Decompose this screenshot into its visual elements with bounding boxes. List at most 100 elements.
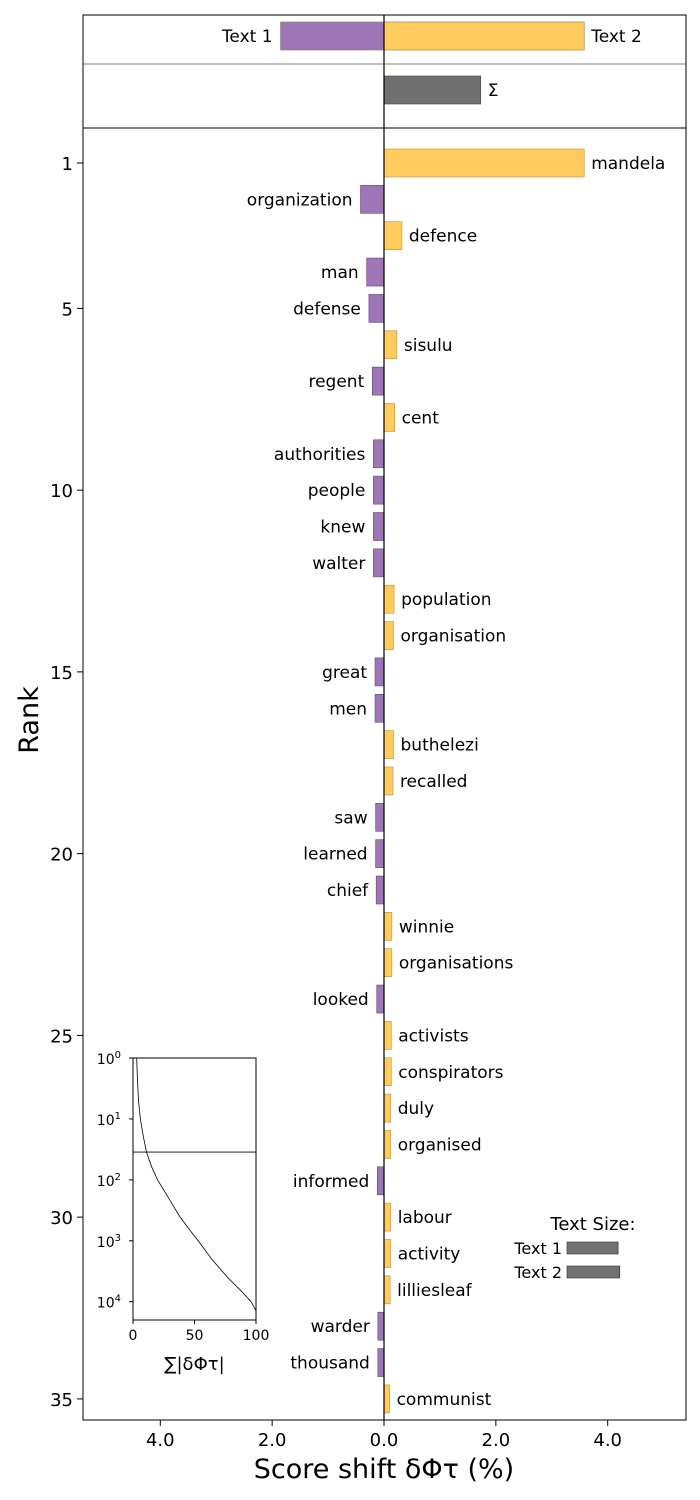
word-bar-activity: [383, 1239, 392, 1268]
word-bar-learned: [375, 839, 385, 868]
word-label-cent: cent: [402, 408, 440, 428]
word-label-winnie: winnie: [399, 917, 454, 937]
text-size-legend: Text Size: Text 1 Text 2: [513, 1214, 635, 1282]
summary-label-total: Σ: [488, 81, 499, 101]
word-label-regent: regent: [308, 372, 364, 392]
summary-panel: Text 1 Text 2 Σ: [82, 14, 687, 129]
word-bar-walter: [373, 548, 385, 578]
x-tick-label-2: 0.0: [370, 1430, 399, 1451]
summary-bar-text-2: [383, 21, 585, 51]
word-bar-thousand: [377, 1348, 385, 1377]
word-bar-great: [374, 657, 385, 687]
word-bar-knew: [373, 512, 385, 541]
word-label-labour: labour: [398, 1208, 452, 1228]
word-label-communist: communist: [397, 1390, 492, 1410]
word-label-activity: activity: [398, 1245, 461, 1265]
y-tick-label-10: 10: [50, 481, 73, 502]
legend-bar-1: [566, 1241, 619, 1255]
word-bar-mandela: [383, 148, 585, 178]
word-label-looked: looked: [313, 990, 369, 1010]
main-panel: mandela organization defence man defense sisu…: [50, 127, 687, 1451]
y-tick-label-30: 30: [50, 1208, 73, 1229]
word-bar-labour: [383, 1202, 392, 1232]
word-label-chief: chief: [327, 881, 369, 901]
y-axis-label: Rank: [14, 686, 45, 754]
word-bar-duly: [383, 1093, 392, 1123]
summary-bar-text-1: [280, 21, 385, 51]
word-label-organization: organization: [247, 190, 353, 210]
word-label-thousand: thousand: [290, 1354, 369, 1374]
summary-bar-total: [383, 75, 482, 105]
word-label-informed: informed: [293, 1172, 369, 1192]
word-bar-chief: [375, 875, 385, 905]
inset-x-tick-label-50: 50: [186, 1328, 204, 1344]
inset-y-tick-label-2: 102: [97, 1172, 121, 1190]
word-label-knew: knew: [320, 518, 365, 538]
word-label-organisations: organisations: [399, 954, 514, 974]
legend-label-1: Text 1: [513, 1239, 562, 1258]
x-axis-label: Score shift δΦτ (%): [254, 1454, 514, 1485]
y-tick-label-15: 15: [50, 663, 73, 684]
word-label-organised: organised: [398, 1135, 482, 1155]
inset-curve: [136, 1057, 257, 1311]
y-tick-label-35: 35: [50, 1390, 73, 1411]
word-bar-looked: [376, 984, 385, 1014]
inset-x-tick-label-0: 0: [129, 1328, 138, 1344]
word-label-recalled: recalled: [400, 772, 468, 792]
word-bar-men: [374, 693, 385, 723]
legend-label-2: Text 2: [513, 1263, 562, 1282]
inset-y-tick-label-0: 100: [97, 1050, 121, 1068]
word-label-sisulu: sisulu: [404, 336, 453, 356]
word-bar-defence: [383, 221, 403, 250]
word-label-activists: activists: [398, 1026, 468, 1046]
word-label-saw: saw: [334, 808, 367, 828]
word-bar-people: [373, 475, 385, 505]
word-label-man: man: [321, 263, 359, 283]
x-tick-label-0: 4.0: [146, 1430, 175, 1451]
word-label-duly: duly: [398, 1099, 434, 1119]
word-bar-conspirators: [383, 1057, 392, 1087]
word-label-men: men: [329, 699, 367, 719]
word-label-great: great: [322, 663, 367, 683]
word-bar-regent: [371, 366, 385, 396]
word-bar-communist: [383, 1384, 390, 1414]
word-label-mandela: mandela: [591, 154, 665, 174]
word-label-defense: defense: [293, 299, 361, 319]
word-label-defence: defence: [409, 227, 477, 247]
y-tick-label-5: 5: [62, 299, 73, 320]
cumulative-inset: 0 50 100 100 101 102 103 104 ∑|δΦτ|: [97, 1050, 270, 1375]
word-label-buthelezi: buthelezi: [401, 736, 479, 756]
word-label-authorities: authorities: [274, 445, 366, 465]
legend-title: Text Size:: [549, 1214, 635, 1235]
word-bar-organization: [360, 185, 385, 214]
word-bar-population: [383, 584, 395, 614]
word-label-lilliesleaf: lilliesleaf: [397, 1281, 473, 1301]
word-bar-organisations: [383, 948, 393, 978]
word-label-population: population: [401, 590, 491, 610]
word-bar-warder: [377, 1311, 385, 1341]
y-tick-label-1: 1: [62, 154, 73, 175]
summary-label-text-1: Text 1: [221, 27, 273, 47]
word-bar-activists: [383, 1021, 392, 1050]
word-bar-organised: [383, 1130, 392, 1159]
inset-frame: [132, 1057, 257, 1321]
inset-y-tick-label-4: 104: [97, 1294, 121, 1312]
x-tick-label-1: 2.0: [258, 1430, 287, 1451]
inset-y-tick-label-3: 103: [97, 1233, 121, 1251]
word-bar-man: [366, 257, 385, 287]
word-label-organisation: organisation: [401, 627, 507, 647]
word-label-people: people: [308, 481, 366, 501]
word-bar-cent: [383, 403, 395, 432]
word-bar-buthelezi: [383, 730, 394, 759]
word-bar-saw: [375, 802, 385, 832]
word-bar-defense: [368, 294, 385, 323]
y-tick-label-25: 25: [50, 1026, 73, 1047]
word-bar-winnie: [383, 912, 393, 941]
word-bar-recalled: [383, 766, 394, 796]
inset-x-tick-label-100: 100: [243, 1328, 270, 1344]
word-label-warder: warder: [311, 1317, 370, 1337]
word-bar-authorities: [373, 439, 385, 469]
word-bar-informed: [376, 1166, 385, 1196]
word-label-walter: walter: [312, 554, 365, 574]
